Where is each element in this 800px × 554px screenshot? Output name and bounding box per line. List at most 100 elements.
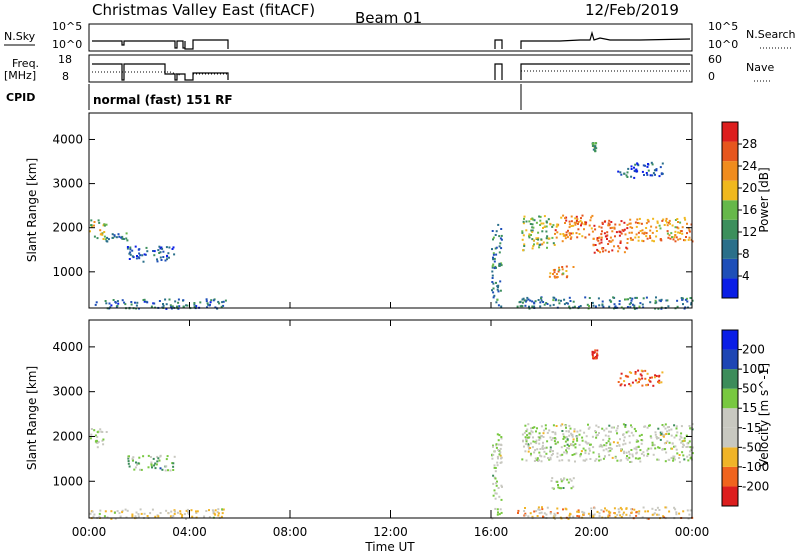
echo-cell-v-5 (625, 451, 628, 454)
echo-cell-p-5 (629, 306, 632, 309)
echo-cell-v-5 (526, 428, 529, 431)
echo-cell-v-5 (609, 443, 612, 446)
freq-tick-high: 18 (58, 53, 72, 66)
echo-cell-p-4 (492, 263, 495, 266)
echo-cell-p-2 (129, 253, 132, 256)
echo-cell-v-4 (614, 512, 616, 515)
echo-cell-v-5 (562, 433, 565, 436)
echo-cell-v-1 (149, 456, 152, 458)
echo-cell-p-11 (630, 168, 633, 170)
echo-cell-p-3 (104, 300, 107, 302)
echo-cell-v-7 (649, 376, 652, 379)
echo-cell-v-4 (556, 507, 559, 510)
echo-cell-v-5 (526, 434, 529, 437)
echo-cell-p-6 (545, 220, 548, 223)
nsearch-tick-high: 10^5 (708, 20, 738, 33)
echo-cell-p-9 (663, 224, 666, 226)
echo-cell-v-7 (624, 374, 627, 377)
echo-cell-v-5 (575, 452, 578, 455)
echo-cell-v-4 (641, 516, 644, 519)
echo-cell-v-4 (596, 510, 599, 513)
echo-cell-p-5 (626, 306, 629, 308)
echo-cell-p-8 (611, 226, 614, 229)
echo-cell-p-0 (93, 221, 96, 223)
echo-cell-v-1 (172, 469, 175, 471)
echo-cell-p-2 (158, 245, 161, 248)
echo-cell-v-8 (591, 353, 594, 356)
date-title: 12/Feb/2019 (585, 1, 679, 19)
echo-cell-v-5 (584, 459, 586, 462)
echo-cell-v-4 (686, 509, 689, 512)
echo-cell-p-8 (606, 231, 609, 234)
colorbar-segment (722, 200, 738, 220)
echo-cell-p-5 (540, 297, 542, 300)
echo-cell-p-5 (635, 296, 638, 299)
echo-cell-v-5 (686, 455, 689, 458)
echo-cell-p-6 (531, 230, 534, 233)
echo-cell-v-1 (137, 462, 140, 465)
echo-cell-p-9 (674, 230, 677, 233)
echo-cell-p-6 (537, 238, 540, 241)
echo-cell-p-7 (575, 219, 578, 222)
echo-cell-v-4 (541, 506, 543, 509)
echo-cell-v-5 (674, 445, 677, 448)
echo-cell-p-4 (499, 280, 502, 283)
echo-cell-p-6 (521, 238, 524, 241)
echo-cell-p-6 (531, 223, 534, 226)
echo-cell-v-5 (538, 439, 541, 441)
echo-cell-v-3 (498, 453, 501, 456)
echo-cell-v-4 (678, 512, 681, 515)
echo-cell-p-6 (533, 219, 536, 222)
echo-cell-v-5 (574, 460, 576, 463)
echo-cell-v-4 (625, 513, 628, 516)
echo-cell-p-7 (591, 214, 594, 217)
echo-cell-v-8 (594, 355, 597, 358)
echo-cell-v-5 (623, 439, 625, 442)
echo-cell-v-4 (529, 512, 532, 515)
echo-cell-p-9 (652, 217, 655, 220)
colorbar-segment (722, 466, 738, 487)
colorbar-tick-label: -100 (742, 460, 769, 474)
echo-cell-p-11 (641, 170, 644, 173)
echo-cell-p-3 (164, 298, 167, 301)
echo-cell-p-6 (522, 222, 525, 225)
echo-cell-p-2 (164, 259, 167, 262)
echo-cell-p-5 (542, 301, 545, 303)
echo-cell-v-5 (595, 458, 598, 461)
echo-cell-p-4 (492, 238, 494, 241)
echo-cell-p-5 (660, 298, 663, 301)
echo-cell-p-7 (559, 233, 562, 236)
echo-cell-p-11 (627, 167, 630, 170)
echo-cell-p-9 (668, 219, 671, 222)
echo-cell-v-2 (211, 509, 214, 512)
echo-cell-v-5 (549, 446, 552, 449)
echo-cell-v-5 (573, 430, 576, 433)
colorbar-segment (722, 180, 738, 201)
echo-cell-v-5 (682, 454, 685, 457)
echo-cell-v-5 (635, 448, 638, 451)
echo-cell-v-5 (545, 446, 548, 449)
echo-cell-v-5 (634, 430, 637, 433)
echo-cell-v-5 (625, 431, 628, 434)
echo-cell-p-5 (519, 305, 522, 308)
echo-cell-p-7 (570, 220, 573, 223)
echo-cell-p-8 (600, 241, 603, 244)
echo-cell-v-4 (523, 510, 526, 512)
echo-cell-v-5 (609, 449, 612, 452)
echo-cell-v-4 (537, 508, 540, 511)
echo-cell-v-5 (663, 433, 666, 436)
echo-cell-v-6 (570, 487, 573, 490)
echo-cell-v-5 (568, 459, 571, 462)
echo-cell-p-3 (222, 304, 225, 307)
echo-cell-v-1 (132, 456, 135, 459)
echo-cell-p-6 (522, 234, 525, 237)
echo-cell-p-4 (492, 287, 495, 290)
echo-cell-v-7 (657, 380, 659, 383)
ytick-label: 3000 (52, 177, 83, 191)
echo-cell-v-5 (565, 452, 568, 455)
echo-cell-p-7 (575, 221, 577, 224)
echo-cell-v-5 (689, 446, 692, 449)
echo-cell-p-4 (500, 264, 503, 267)
echo-cell-p-11 (636, 170, 639, 173)
echo-cell-v-1 (157, 457, 160, 460)
